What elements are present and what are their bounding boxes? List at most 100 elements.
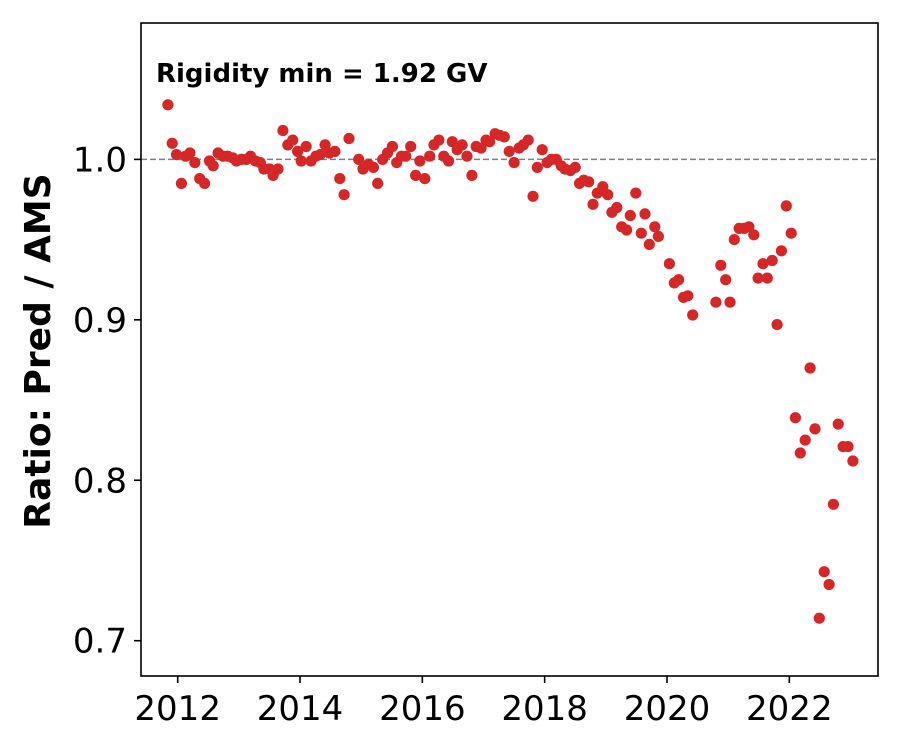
data-point-39 (343, 132, 355, 145)
data-point-118 (743, 221, 755, 233)
data-point-63 (461, 150, 473, 162)
data-point-123 (766, 254, 778, 267)
data-point-100 (635, 227, 647, 239)
data-point-55 (424, 150, 436, 162)
data-point-5 (184, 147, 196, 159)
data-point-115 (728, 234, 740, 246)
data-point-0 (162, 99, 174, 111)
data-point-92 (597, 181, 609, 193)
data-point-131 (804, 362, 816, 374)
data-point-78 (531, 161, 543, 173)
data-point-129 (794, 447, 806, 459)
data-point-3 (175, 177, 187, 189)
data-point-28 (292, 145, 304, 157)
data-point-68 (484, 136, 496, 148)
data-point-44 (372, 177, 384, 189)
data-point-93 (602, 189, 614, 201)
data-point-66 (475, 142, 487, 154)
data-point-134 (818, 566, 830, 578)
data-points (162, 99, 859, 624)
data-point-126 (780, 200, 792, 212)
data-point-103 (649, 221, 661, 233)
data-point-104 (652, 230, 665, 242)
data-point-73 (508, 157, 520, 169)
data-point-2 (170, 149, 183, 161)
data-point-120 (752, 272, 764, 284)
data-point-111 (710, 296, 722, 308)
data-point-139 (842, 441, 854, 453)
x-tick-label-2: 2016 (379, 689, 466, 729)
y-tick-label-2: 0.9 (73, 301, 127, 341)
data-point-76 (522, 134, 534, 146)
data-point-130 (799, 434, 811, 446)
data-point-43 (367, 161, 379, 173)
x-tick-label-0: 2012 (134, 689, 221, 729)
y-tick-label-3: 1.0 (73, 140, 127, 180)
data-point-38 (338, 189, 350, 201)
y-tick-label-0: 0.7 (73, 622, 127, 662)
data-point-101 (639, 208, 651, 220)
data-point-79 (536, 144, 548, 156)
data-point-8 (199, 177, 211, 189)
y-axis: 0.7 0.8 0.9 1.0 (73, 140, 141, 662)
data-point-57 (433, 134, 445, 146)
data-point-127 (785, 227, 797, 239)
data-point-40 (353, 153, 365, 165)
data-point-121 (757, 258, 769, 270)
data-point-90 (587, 198, 599, 210)
data-point-59 (443, 155, 455, 167)
data-point-132 (809, 423, 821, 435)
x-tick-label-1: 2014 (257, 689, 344, 729)
data-point-140 (847, 455, 859, 467)
data-point-102 (643, 238, 655, 250)
data-point-110 (687, 309, 699, 321)
data-point-113 (720, 274, 732, 286)
data-point-136 (827, 498, 840, 510)
data-point-105 (663, 258, 676, 270)
data-point-89 (583, 176, 595, 188)
y-axis-label: Ratio: Pred / AMS (18, 173, 59, 528)
data-point-133 (813, 612, 825, 624)
data-point-77 (527, 190, 539, 202)
data-point-6 (189, 157, 201, 169)
data-point-114 (724, 296, 736, 308)
data-point-128 (789, 412, 802, 424)
data-point-107 (673, 274, 685, 286)
data-point-135 (823, 578, 835, 591)
data-point-10 (207, 160, 219, 172)
data-point-64 (466, 169, 478, 181)
data-point-62 (456, 139, 468, 151)
x-tick-label-5: 2022 (746, 689, 833, 729)
data-point-99 (630, 187, 642, 199)
data-point-95 (611, 201, 623, 214)
x-tick-label-3: 2018 (501, 689, 588, 729)
data-point-97 (621, 224, 633, 236)
data-point-27 (287, 134, 299, 146)
data-point-30 (300, 140, 312, 153)
y-tick-label-1: 0.8 (73, 461, 127, 501)
data-point-122 (761, 272, 773, 284)
data-point-98 (624, 209, 636, 222)
rigidity-annotation: Rigidity min = 1.92 GV (156, 59, 487, 89)
data-point-53 (414, 155, 426, 167)
x-tick-label-4: 2020 (624, 689, 711, 729)
data-point-24 (272, 163, 284, 175)
data-point-60 (446, 136, 458, 148)
data-point-71 (498, 131, 510, 143)
data-point-25 (277, 124, 289, 137)
data-point-109 (682, 290, 694, 302)
plot-frame (140, 22, 879, 677)
data-point-54 (419, 173, 431, 185)
data-point-51 (405, 140, 417, 153)
data-point-29 (295, 155, 307, 167)
data-point-1 (166, 137, 178, 149)
data-point-52 (410, 169, 422, 181)
data-point-137 (832, 418, 844, 430)
data-point-37 (334, 173, 346, 185)
data-point-119 (748, 229, 760, 241)
data-point-47 (386, 140, 398, 153)
data-point-125 (775, 245, 788, 257)
x-axis: 2012 2014 2016 2018 2020 2022 (134, 676, 833, 729)
